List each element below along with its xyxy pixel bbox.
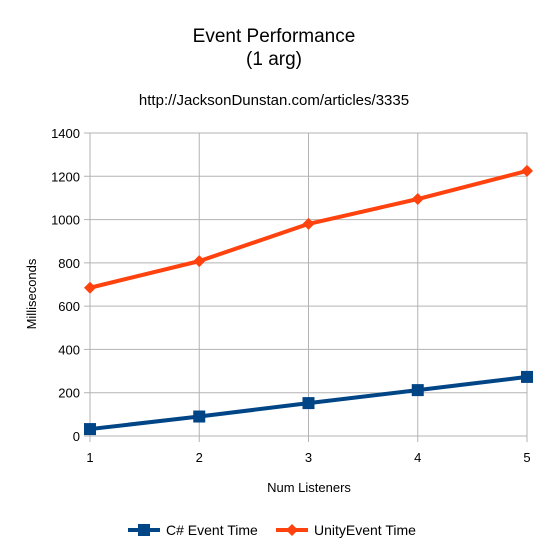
series-1-point-2 <box>302 217 315 230</box>
y-tick-label-400: 400 <box>58 342 80 357</box>
legend: C# Event Time UnityEvent Time <box>128 522 416 538</box>
y-tick-label-1400: 1400 <box>51 126 80 141</box>
y-tick-label-200: 200 <box>58 386 80 401</box>
legend-marker-0 <box>138 524 150 536</box>
x-tick-label-3: 3 <box>305 450 312 465</box>
gridlines <box>89 132 528 437</box>
x-tick-labels: 1 2 3 4 5 <box>86 450 530 465</box>
series-1-point-4 <box>521 164 533 177</box>
x-axis-label: Num Listeners <box>267 480 351 495</box>
y-tick-label-600: 600 <box>58 299 80 314</box>
series-0-point-3 <box>411 384 424 397</box>
y-tick-label-0: 0 <box>73 429 80 444</box>
chart-title-line-1: Event Performance <box>193 26 356 47</box>
y-tick-labels: 0 200 400 600 800 1000 1200 1400 <box>51 126 80 444</box>
x-tick-label-1: 1 <box>86 450 93 465</box>
series-0-point-1 <box>193 410 206 423</box>
series-0-point-4 <box>521 370 533 383</box>
legend-label-1: UnityEvent Time <box>314 522 416 538</box>
y-axis-label: Milliseconds <box>24 258 39 329</box>
axes <box>84 132 528 442</box>
y-tick-label-1200: 1200 <box>51 169 80 184</box>
chart-subtitle: http://JacksonDunstan.com/articles/3335 <box>139 92 409 109</box>
x-tick-label-4: 4 <box>414 450 421 465</box>
series-lines <box>84 164 533 436</box>
y-tick-label-1000: 1000 <box>51 213 80 228</box>
chart-title-line-2: (1 arg) <box>246 49 302 70</box>
series-0-point-0 <box>84 423 96 436</box>
x-tick-label-5: 5 <box>523 450 530 465</box>
series-1-point-3 <box>411 193 424 206</box>
series-0-point-2 <box>302 397 315 410</box>
legend-label-0: C# Event Time <box>166 522 258 538</box>
legend-marker-1 <box>286 524 298 536</box>
y-tick-label-800: 800 <box>58 256 80 271</box>
x-tick-label-2: 2 <box>196 450 203 465</box>
series-1-point-1 <box>193 255 206 268</box>
series-1-point-0 <box>84 281 96 294</box>
